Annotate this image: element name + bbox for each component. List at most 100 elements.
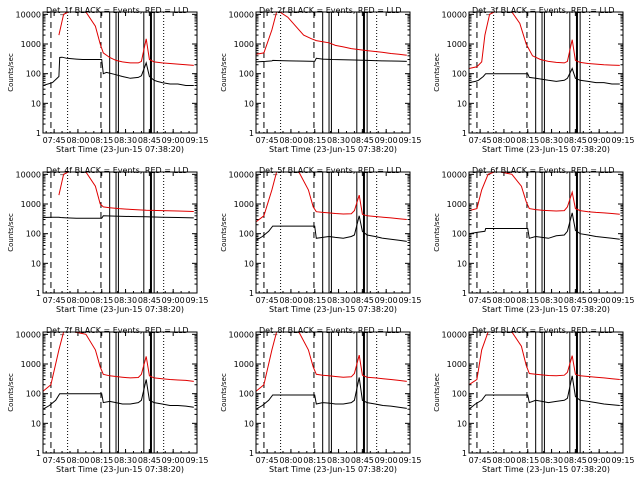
y-axis-label: Counts/sec	[7, 213, 15, 252]
y-axis-label: Counts/sec	[7, 53, 15, 92]
y-tick-label: 100	[452, 230, 467, 239]
x-axis-label: Start Time (23-Jun-15 07:38:20)	[56, 305, 184, 314]
x-tick-label: 08:45	[351, 456, 374, 465]
y-tick-label: 10	[31, 259, 41, 268]
y-tick-label: 100	[26, 230, 41, 239]
events-series-line	[43, 215, 194, 219]
y-tick-label: 1000	[21, 200, 41, 209]
y-tick-label: 100	[239, 230, 254, 239]
x-tick-label: 09:00	[375, 456, 398, 465]
x-tick-label: 08:45	[564, 456, 587, 465]
x-tick-label: 08:30	[540, 296, 563, 305]
y-axis-label: Counts/sec	[220, 373, 228, 412]
x-tick-label: 07:45	[256, 136, 279, 145]
events-series-line	[43, 56, 194, 86]
x-tick-label: 08:00	[279, 296, 302, 305]
lld-series-line	[256, 172, 407, 223]
x-tick-label: 08:15	[90, 296, 113, 305]
y-axis-label: Counts/sec	[433, 53, 441, 92]
panel-frame	[42, 331, 198, 454]
lld-series-line	[58, 172, 194, 212]
plot-area	[469, 172, 620, 293]
y-tick-label: 10	[244, 259, 254, 268]
lld-series-line	[256, 12, 407, 56]
panel-title: Det_9f BLACK = Events, RED = LLD	[472, 326, 615, 335]
y-tick-label: 10000	[16, 10, 41, 19]
panel-frame	[255, 11, 411, 134]
events-series-line	[256, 57, 407, 63]
x-tick-label: 09:00	[162, 136, 185, 145]
x-tick-label: 08:45	[138, 296, 161, 305]
plot-area	[469, 332, 620, 453]
y-tick-label: 1000	[234, 40, 254, 49]
x-tick-label: 09:15	[185, 136, 208, 145]
y-tick-label: 100	[239, 390, 254, 399]
x-tick-label: 07:45	[43, 296, 66, 305]
x-tick-label: 09:00	[162, 296, 185, 305]
panel-frame	[42, 171, 198, 294]
panel-frame	[255, 171, 411, 294]
x-tick-label: 08:15	[303, 136, 326, 145]
lld-series-line	[469, 332, 620, 386]
panel-title: Det_6f BLACK = Events, RED = LLD	[472, 166, 615, 175]
y-tick-label: 100	[452, 70, 467, 79]
y-tick-label: 10000	[442, 10, 467, 19]
y-tick-label: 10000	[229, 330, 254, 339]
events-series-line	[256, 377, 407, 410]
lld-series-line	[469, 12, 620, 69]
y-tick-label: 10	[244, 99, 254, 108]
x-tick-label: 08:00	[492, 296, 515, 305]
x-tick-label: 09:00	[588, 456, 611, 465]
x-axis-label: Start Time (23-Jun-15 07:38:20)	[482, 305, 610, 314]
events-series-line	[469, 67, 620, 85]
y-tick-label: 100	[26, 390, 41, 399]
plot-area	[256, 12, 407, 133]
y-tick-label: 1	[462, 129, 467, 138]
x-axis-label: Start Time (23-Jun-15 07:38:20)	[56, 145, 184, 154]
x-tick-label: 09:00	[162, 456, 185, 465]
events-series-line	[43, 379, 194, 410]
x-tick-label: 08:15	[303, 296, 326, 305]
x-tick-label: 08:00	[492, 136, 515, 145]
events-series-line	[469, 375, 620, 410]
x-axis-label: Start Time (23-Jun-15 07:38:20)	[269, 305, 397, 314]
y-axis-label: Counts/sec	[220, 213, 228, 252]
x-tick-label: 08:30	[114, 456, 137, 465]
x-axis-label: Start Time (23-Jun-15 07:38:20)	[482, 465, 610, 474]
y-tick-label: 1000	[234, 360, 254, 369]
lld-series-line	[256, 332, 407, 392]
panel-title: Det_4f BLACK = Events, RED = LLD	[46, 166, 189, 175]
x-tick-label: 08:00	[492, 456, 515, 465]
panel-frame	[468, 11, 624, 134]
y-axis-label: Counts/sec	[433, 373, 441, 412]
y-tick-label: 10000	[229, 10, 254, 19]
panel-title: Det_5f BLACK = Events, RED = LLD	[259, 166, 402, 175]
panel-frame	[468, 171, 624, 294]
y-tick-label: 1	[249, 449, 254, 458]
x-tick-label: 07:45	[43, 456, 66, 465]
x-tick-label: 07:45	[469, 296, 492, 305]
x-tick-label: 08:00	[66, 296, 89, 305]
x-tick-label: 08:00	[279, 456, 302, 465]
y-tick-label: 1000	[447, 40, 467, 49]
plot-area	[43, 12, 194, 133]
x-tick-label: 09:15	[185, 296, 208, 305]
y-tick-label: 1	[36, 449, 41, 458]
x-tick-label: 08:30	[114, 296, 137, 305]
x-tick-label: 08:45	[564, 296, 587, 305]
x-tick-label: 08:15	[90, 456, 113, 465]
x-tick-label: 08:30	[327, 136, 350, 145]
x-tick-label: 08:15	[516, 456, 539, 465]
x-axis-label: Start Time (23-Jun-15 07:38:20)	[482, 145, 610, 154]
y-tick-label: 10	[457, 99, 467, 108]
y-tick-label: 10	[244, 419, 254, 428]
x-tick-label: 08:15	[516, 296, 539, 305]
